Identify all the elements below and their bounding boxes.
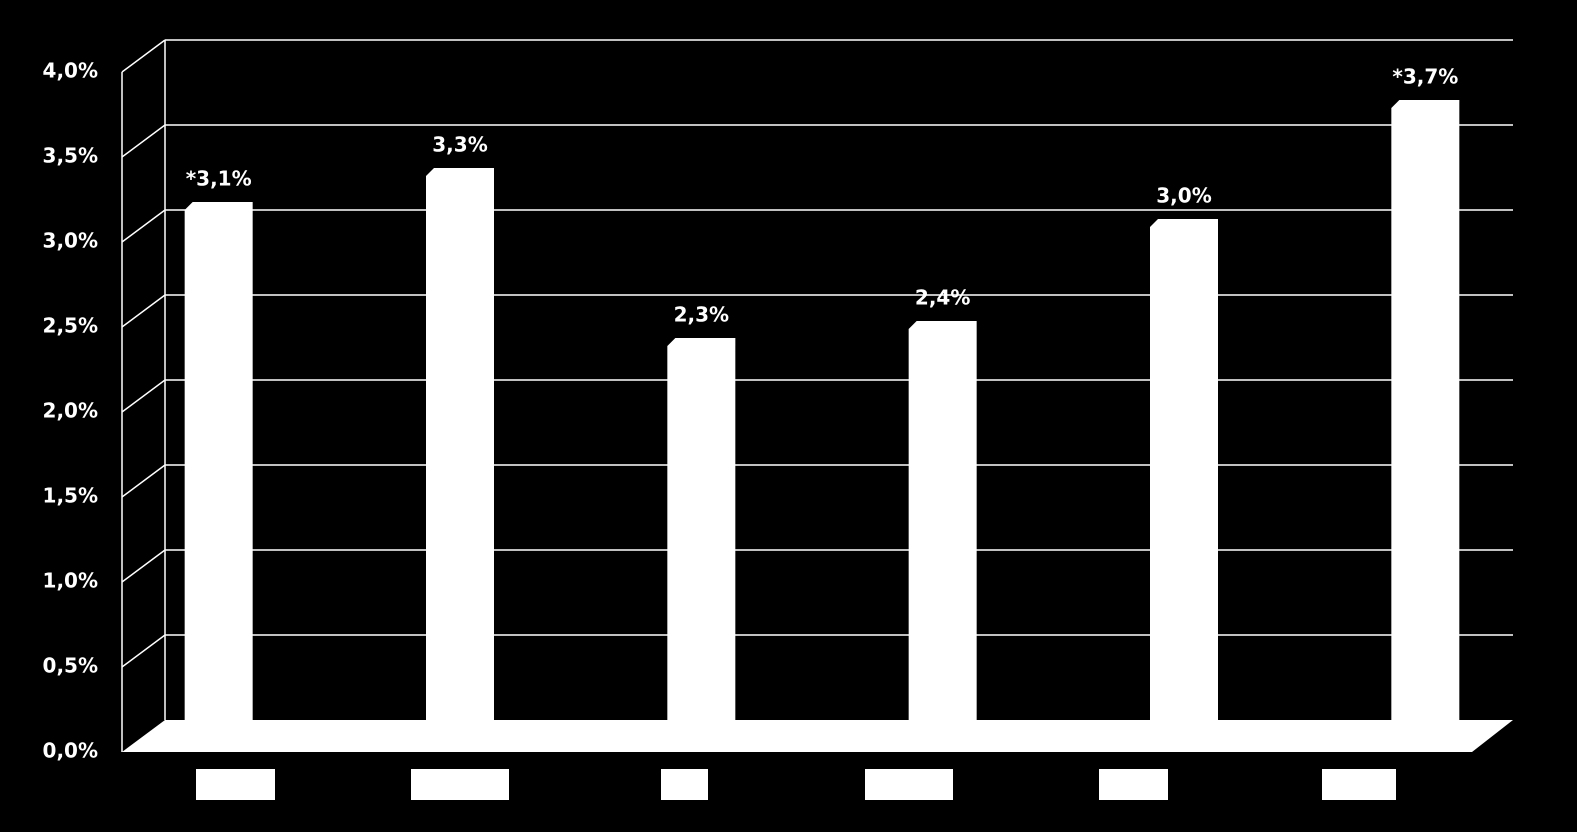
bar (184, 202, 253, 737)
y-tick-label: 2,5% (43, 314, 98, 338)
grid-line-wall (121, 209, 166, 243)
value-label: 2,3% (674, 303, 729, 327)
grid-line-wall (121, 379, 166, 413)
y-tick-label: 0,0% (43, 739, 98, 763)
value-label: *3,1% (186, 167, 252, 191)
value-label: 3,0% (1156, 184, 1211, 208)
y-tick-label: 1,5% (43, 484, 98, 508)
label-cover (865, 769, 953, 800)
label-cover (411, 769, 509, 800)
floor (122, 720, 1513, 752)
grid-line-wall (121, 549, 166, 583)
grid-line-wall (121, 464, 166, 498)
label-cover (1099, 769, 1168, 800)
label-cover (1322, 769, 1396, 800)
bar (426, 168, 494, 737)
y-tick-label: 3,0% (43, 229, 98, 253)
label-cover (196, 769, 275, 800)
grid-line-wall (121, 124, 166, 158)
bar (1150, 219, 1218, 737)
grid-line-wall (121, 294, 166, 328)
y-tick-label: 3,5% (43, 144, 98, 168)
y-tick-label: 2,0% (43, 399, 98, 423)
bar (667, 338, 736, 737)
y-tick-label: 0,5% (43, 654, 98, 678)
value-label: *3,7% (1392, 65, 1458, 89)
value-label: 2,4% (915, 286, 970, 310)
y-tick-label: 1,0% (43, 569, 98, 593)
grid-line-wall (121, 634, 166, 668)
bar (908, 321, 977, 737)
bar (1391, 100, 1460, 737)
y-tick-label: 4,0% (43, 59, 98, 83)
label-cover (661, 769, 708, 800)
value-label: 3,3% (432, 133, 487, 157)
grid-line-wall (121, 39, 166, 73)
